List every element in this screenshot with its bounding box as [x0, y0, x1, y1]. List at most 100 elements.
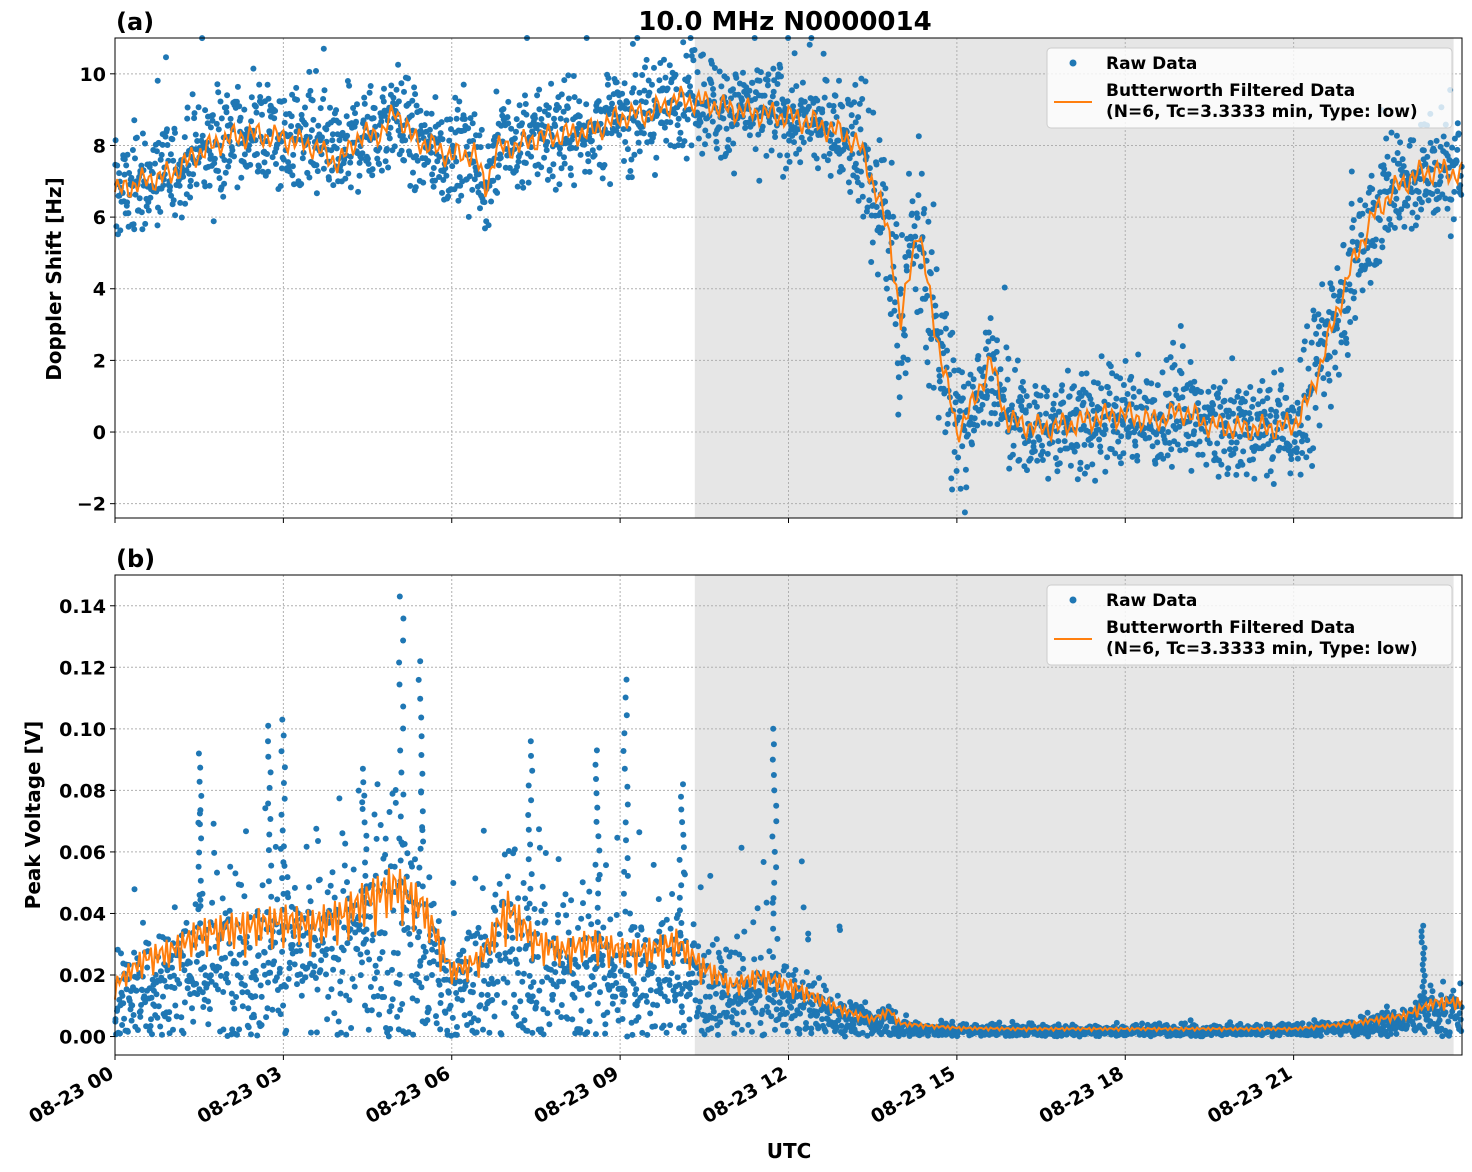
raw-data-point: [809, 1001, 816, 1008]
raw-data-point: [515, 895, 522, 902]
raw-data-point: [512, 1004, 519, 1011]
raw-data-point: [1215, 394, 1221, 401]
raw-data-point: [483, 962, 490, 969]
raw-data-point: [723, 946, 730, 953]
raw-data-point: [903, 267, 910, 274]
raw-data-point: [529, 993, 536, 1000]
raw-data-point: [1299, 1020, 1306, 1027]
raw-data-point: [748, 1028, 755, 1035]
raw-data-point: [338, 1029, 344, 1036]
raw-data-point: [1130, 385, 1137, 392]
raw-data-point: [1033, 403, 1040, 410]
raw-data-point: [388, 1003, 395, 1010]
raw-data-point: [770, 954, 776, 960]
raw-data-point: [1151, 397, 1158, 404]
raw-data-point: [803, 969, 810, 976]
raw-data-point: [1254, 415, 1261, 422]
raw-data-point: [170, 972, 177, 979]
raw-data-point: [465, 125, 472, 132]
raw-data-point: [454, 106, 461, 113]
raw-data-point: [754, 905, 761, 912]
raw-data-point: [237, 114, 244, 121]
raw-data-point: [290, 151, 297, 158]
raw-data-point: [378, 985, 385, 992]
raw-data-point: [461, 116, 468, 122]
raw-data-point: [319, 134, 325, 141]
raw-data-point: [697, 119, 704, 126]
raw-data-point: [921, 206, 928, 212]
raw-data-point: [1105, 402, 1112, 408]
raw-data-point: [308, 127, 315, 134]
raw-data-point: [560, 978, 567, 985]
raw-data-point: [539, 883, 546, 890]
raw-data-point: [140, 919, 146, 926]
raw-data-point: [498, 1031, 505, 1038]
raw-data-point: [690, 921, 697, 928]
raw-data-point: [223, 109, 230, 116]
raw-data-point: [480, 827, 487, 834]
raw-data-point: [558, 165, 565, 172]
raw-data-point: [697, 884, 704, 891]
raw-data-point: [1043, 410, 1049, 417]
raw-data-point: [659, 920, 666, 926]
raw-data-point: [790, 103, 797, 110]
raw-data-point: [181, 967, 188, 974]
raw-data-point: [433, 1013, 439, 1020]
raw-data-point: [480, 1026, 486, 1033]
raw-data-point: [969, 441, 975, 448]
raw-data-point: [141, 993, 148, 1000]
raw-data-point: [254, 1032, 261, 1039]
raw-data-point: [395, 127, 402, 134]
raw-data-point: [253, 109, 260, 116]
raw-data-point: [925, 218, 932, 225]
raw-data-point: [398, 80, 405, 87]
raw-data-point: [302, 104, 308, 111]
raw-data-point: [592, 1031, 599, 1038]
raw-data-point: [1165, 390, 1172, 397]
raw-data-point: [729, 1019, 736, 1026]
raw-data-point: [1273, 413, 1280, 420]
raw-data-point: [167, 183, 174, 190]
raw-data-point: [994, 337, 1000, 344]
raw-data-point: [534, 171, 541, 178]
raw-data-point: [1199, 451, 1206, 458]
raw-data-point: [385, 1033, 392, 1040]
raw-data-point: [651, 64, 657, 71]
raw-data-point: [307, 898, 314, 905]
raw-data-point: [194, 991, 201, 998]
raw-data-point: [284, 874, 291, 881]
raw-data-point: [1388, 129, 1395, 136]
raw-data-point: [488, 198, 495, 205]
raw-data-point: [155, 1003, 162, 1010]
raw-data-point: [549, 996, 556, 1003]
raw-data-point: [927, 270, 934, 277]
raw-data-point: [276, 965, 283, 972]
raw-data-point: [475, 171, 482, 178]
raw-data-point: [866, 165, 873, 172]
raw-data-point: [699, 150, 706, 157]
raw-data-point: [912, 233, 919, 240]
raw-data-point: [320, 45, 327, 52]
raw-data-point: [839, 166, 846, 173]
raw-data-point: [138, 162, 145, 169]
raw-data-point: [1225, 413, 1232, 420]
raw-data-point: [961, 509, 968, 516]
raw-data-point: [1211, 450, 1218, 457]
raw-data-point: [1302, 432, 1309, 439]
raw-data-point: [857, 126, 864, 133]
raw-data-point: [523, 111, 530, 118]
raw-data-point: [181, 134, 188, 141]
raw-data-point: [463, 143, 470, 150]
raw-data-point: [738, 1026, 745, 1033]
raw-data-point: [622, 139, 629, 145]
raw-data-point: [357, 951, 364, 958]
raw-data-point: [1052, 455, 1059, 461]
raw-data-point: [1001, 284, 1008, 291]
raw-data-point: [679, 1009, 685, 1016]
raw-data-point: [962, 466, 969, 473]
raw-data-point: [892, 321, 899, 328]
raw-data-point: [949, 486, 956, 493]
raw-data-point: [783, 165, 789, 172]
raw-data-point: [622, 992, 628, 999]
raw-data-point: [796, 1026, 803, 1033]
